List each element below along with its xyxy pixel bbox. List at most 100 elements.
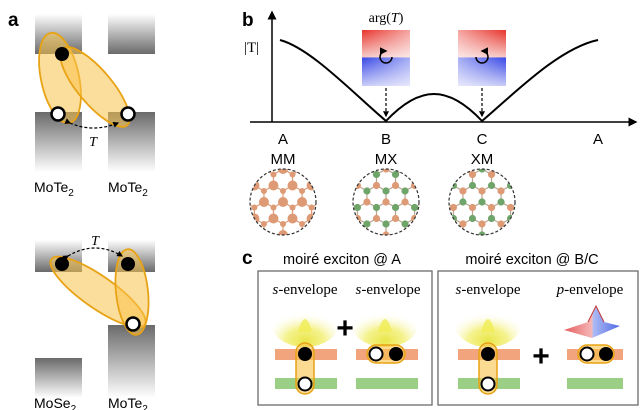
panel-b-label: b bbox=[242, 10, 254, 31]
lattice-atom bbox=[564, 171, 571, 178]
lattice-atom bbox=[308, 171, 315, 178]
lattice-atom bbox=[372, 181, 381, 190]
lattice-atom bbox=[251, 238, 257, 244]
lattice-atom bbox=[411, 138, 418, 145]
lattice-atom bbox=[431, 182, 438, 189]
lattice-atom bbox=[316, 138, 323, 145]
lattice-atom bbox=[517, 231, 524, 238]
lattice-atom bbox=[364, 154, 371, 161]
lattice-atom bbox=[401, 220, 409, 228]
layer-block bbox=[108, 325, 155, 398]
lattice-atom bbox=[545, 171, 552, 178]
lattice-atom bbox=[440, 165, 447, 172]
lattice-atom bbox=[401, 187, 409, 195]
lattice-atom bbox=[517, 198, 524, 205]
lattice-atom bbox=[412, 237, 419, 244]
lattice-atom bbox=[411, 248, 418, 255]
lattice-atom bbox=[240, 197, 250, 207]
lattice-atom bbox=[213, 106, 219, 112]
y-axis-label: |T| bbox=[244, 40, 259, 56]
lattice-atom bbox=[449, 203, 458, 212]
lattice-atom bbox=[421, 187, 428, 194]
lattice-atom bbox=[497, 132, 504, 139]
lattice-atom bbox=[440, 187, 447, 194]
lattice-atom bbox=[430, 182, 437, 189]
lattice-atom bbox=[249, 132, 256, 139]
lattice-atom bbox=[430, 204, 437, 211]
lattice-atom bbox=[221, 230, 231, 240]
bilayer-bottom: T MoSe2 MoTe2 bbox=[34, 234, 155, 410]
lattice-atom bbox=[347, 172, 353, 178]
lattice-atom bbox=[506, 170, 515, 179]
lattice-atom bbox=[297, 105, 304, 112]
lattice-atom bbox=[487, 181, 496, 190]
lattice-atom bbox=[517, 132, 524, 139]
lattice-atom bbox=[344, 220, 351, 227]
lattice-atom bbox=[431, 171, 438, 178]
lattice-atom bbox=[164, 131, 174, 141]
lattice-atom bbox=[289, 171, 296, 178]
lattice-atom bbox=[478, 198, 486, 206]
lattice-atom bbox=[259, 138, 266, 145]
lattice-boundary bbox=[352, 168, 420, 236]
lattice-atom bbox=[260, 221, 267, 227]
lattice-atom bbox=[326, 115, 336, 125]
lattice-atom bbox=[555, 198, 562, 205]
lattice-atom bbox=[459, 187, 467, 195]
layer-name: MoTe2 bbox=[34, 179, 74, 199]
lattice-atom bbox=[299, 122, 305, 128]
lattice-atom bbox=[401, 231, 409, 235]
lattice-atom bbox=[421, 198, 428, 205]
lattice-atom bbox=[240, 131, 250, 141]
lattice-atom bbox=[299, 221, 306, 227]
lattice-atom bbox=[287, 180, 298, 191]
lattice-atom bbox=[385, 238, 391, 244]
lattice-atom bbox=[335, 197, 345, 207]
plus-sign: + bbox=[336, 312, 354, 345]
lattice-atom bbox=[478, 187, 486, 195]
lattice-atom bbox=[404, 238, 410, 244]
lattice-atom bbox=[175, 172, 181, 178]
lattice-atom bbox=[328, 205, 334, 211]
lattice-atom bbox=[526, 149, 533, 156]
title-right: moiré exciton @ B/C bbox=[465, 252, 598, 268]
lattice-atom bbox=[325, 198, 332, 205]
lattice-atom bbox=[230, 181, 240, 191]
lattice-atom bbox=[536, 187, 543, 194]
lattice-atom bbox=[347, 205, 353, 211]
lattice-atom bbox=[602, 237, 609, 244]
hole-dot bbox=[125, 316, 141, 332]
lattice-atom bbox=[526, 215, 533, 222]
lattice-atom bbox=[316, 215, 323, 222]
lattice-atom bbox=[536, 165, 543, 172]
lattice-atom bbox=[297, 131, 307, 141]
lattice-atom bbox=[287, 132, 294, 139]
lattice-atom bbox=[449, 138, 456, 145]
lattice-atom bbox=[164, 164, 174, 174]
lattice-atom bbox=[204, 155, 210, 161]
hop-label: T bbox=[91, 234, 100, 249]
lattice-atom bbox=[335, 204, 342, 211]
lattice-atom bbox=[430, 105, 437, 112]
vortex-icon bbox=[475, 47, 489, 64]
lattice-atom bbox=[280, 188, 286, 194]
lattice-atom bbox=[335, 149, 342, 156]
lattice-atom bbox=[574, 198, 581, 205]
x-tick: A bbox=[278, 131, 288, 148]
lattice-atom bbox=[372, 203, 381, 212]
lattice-atom bbox=[382, 220, 390, 228]
lattice-atom bbox=[290, 238, 296, 244]
lattice-atom bbox=[337, 221, 343, 227]
lattice-atom bbox=[382, 187, 390, 195]
layer-name: MoTe2 bbox=[108, 395, 148, 410]
layer-bar-green bbox=[356, 378, 418, 389]
electron-dot bbox=[298, 347, 312, 361]
envelope-label: s-envelope bbox=[356, 282, 421, 298]
hop-label: T bbox=[89, 135, 98, 150]
lattice-atom bbox=[449, 237, 456, 244]
lattice-atom bbox=[261, 155, 267, 161]
lattice-atom bbox=[412, 105, 419, 112]
lattice-atom bbox=[223, 221, 229, 227]
lattice-atom bbox=[194, 172, 200, 178]
lattice-atom bbox=[213, 139, 219, 145]
